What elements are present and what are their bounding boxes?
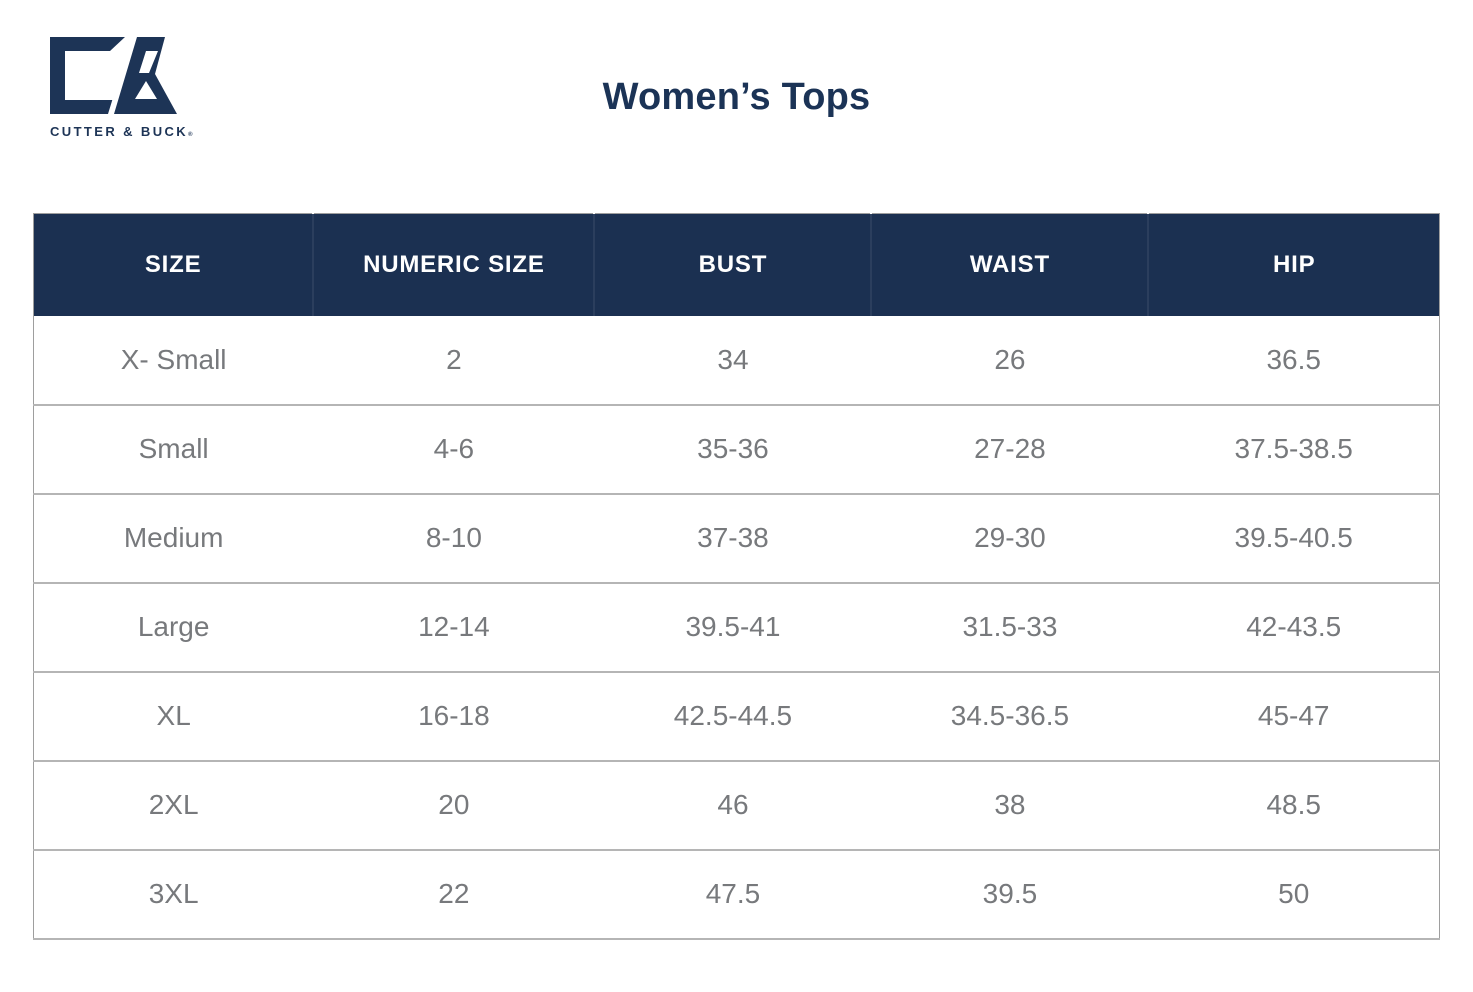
cell-waist: 39.5 <box>871 848 1149 939</box>
cell-waist: 34.5-36.5 <box>871 670 1149 761</box>
cell-bust: 37-38 <box>594 492 872 583</box>
cell-hip: 39.5-40.5 <box>1148 492 1440 583</box>
cell-bust: 34 <box>594 315 872 405</box>
cell-waist: 31.5-33 <box>871 581 1149 672</box>
size-chart-table: SIZE NUMERIC SIZE BUST WAIST HIP X- Smal… <box>33 213 1440 940</box>
cell-size: 2XL <box>33 759 314 850</box>
column-header-waist: WAIST <box>870 213 1149 316</box>
cell-numeric-size: 22 <box>313 848 595 939</box>
column-header-size: SIZE <box>33 213 314 316</box>
cell-hip: 42-43.5 <box>1148 581 1440 672</box>
cell-waist: 27-28 <box>871 403 1149 494</box>
cell-waist: 26 <box>871 315 1149 405</box>
cell-bust: 47.5 <box>594 848 872 939</box>
registered-trademark: ® <box>188 132 193 138</box>
cell-hip: 37.5-38.5 <box>1148 403 1440 494</box>
table-row: Large 12-14 39.5-41 31.5-33 42-43.5 <box>33 581 1440 672</box>
cell-size: Large <box>33 581 314 672</box>
table-row: 2XL 20 46 38 48.5 <box>33 759 1440 850</box>
table-row: Medium 8-10 37-38 29-30 39.5-40.5 <box>33 492 1440 583</box>
cell-numeric-size: 20 <box>313 759 595 850</box>
cell-hip: 48.5 <box>1148 759 1440 850</box>
cell-numeric-size: 4-6 <box>313 403 595 494</box>
cell-waist: 29-30 <box>871 492 1149 583</box>
cell-size: Small <box>33 403 314 494</box>
cell-bust: 42.5-44.5 <box>594 670 872 761</box>
table-header-row: SIZE NUMERIC SIZE BUST WAIST HIP <box>33 213 1440 316</box>
cell-size: X- Small <box>33 315 314 405</box>
cell-bust: 39.5-41 <box>594 581 872 672</box>
table-row: X- Small 2 34 26 36.5 <box>33 315 1440 405</box>
cell-hip: 36.5 <box>1148 315 1440 405</box>
table-row: 3XL 22 47.5 39.5 50 <box>33 848 1440 939</box>
cell-numeric-size: 16-18 <box>313 670 595 761</box>
cell-numeric-size: 12-14 <box>313 581 595 672</box>
cutter-buck-logo-icon <box>50 37 177 114</box>
cell-numeric-size: 2 <box>313 315 595 405</box>
table-row: XL 16-18 42.5-44.5 34.5-36.5 45-47 <box>33 670 1440 761</box>
cell-numeric-size: 8-10 <box>313 492 595 583</box>
brand-name: CUTTER & BUCK® <box>50 124 193 139</box>
cell-waist: 38 <box>871 759 1149 850</box>
column-header-hip: HIP <box>1147 213 1440 316</box>
cell-size: XL <box>33 670 314 761</box>
cell-bust: 46 <box>594 759 872 850</box>
column-header-numeric-size: NUMERIC SIZE <box>312 213 595 316</box>
cell-hip: 45-47 <box>1148 670 1440 761</box>
column-header-bust: BUST <box>593 213 872 316</box>
brand-logo: CUTTER & BUCK® <box>50 37 210 139</box>
cell-size: 3XL <box>33 848 314 939</box>
page-title: Women’s Tops <box>602 76 871 118</box>
table-row: Small 4-6 35-36 27-28 37.5-38.5 <box>33 403 1440 494</box>
cell-hip: 50 <box>1148 848 1440 939</box>
cell-bust: 35-36 <box>594 403 872 494</box>
cell-size: Medium <box>33 492 314 583</box>
